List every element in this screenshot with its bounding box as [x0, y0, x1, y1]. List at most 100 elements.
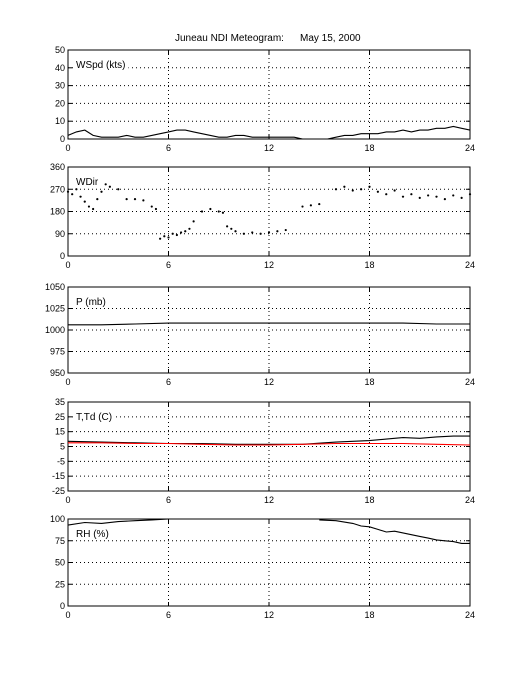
panel-2-ytick-label: 90 — [55, 229, 65, 239]
panel-3-xtick-label: 0 — [65, 377, 70, 387]
panel-2-point — [142, 199, 145, 202]
panel-2-ytick-label: 270 — [50, 184, 65, 194]
panel-4-xtick-label: 12 — [264, 495, 274, 505]
panel-2-point — [284, 228, 287, 232]
panel-5-ytick-label: 50 — [55, 558, 65, 568]
panel-2-point — [343, 185, 346, 188]
panel-2-point — [468, 193, 472, 196]
panel-2-xtick-label: 24 — [465, 260, 475, 270]
panel-2-point — [259, 232, 262, 235]
panel-2-point — [318, 202, 321, 206]
panel-5-xtick-label: 24 — [465, 610, 475, 620]
panel-2-point — [393, 189, 396, 192]
panel-2-xtick-label: 6 — [166, 260, 171, 270]
panel-2-point — [75, 188, 78, 191]
panel-5-ytick-label: 0 — [60, 601, 65, 611]
panel-1-xtick-label: 24 — [465, 143, 475, 153]
panel-3-ytick-label: 1025 — [45, 304, 65, 314]
panel-2-point — [360, 188, 363, 191]
panel-4-ytick-label: 15 — [55, 427, 65, 437]
panel-2-point — [334, 188, 338, 191]
panel-2-point — [368, 185, 371, 188]
panel-1-series-1-line — [67, 125, 471, 140]
panel-3-ytick-label: 1050 — [45, 282, 65, 292]
panel-2-point — [108, 185, 111, 188]
panel-2-point — [221, 211, 225, 214]
panel-1-ytick-label: 30 — [55, 81, 65, 91]
panel-4-label-bg — [74, 410, 116, 423]
panel-2-point — [267, 231, 271, 234]
panel-1-label: WSpd (kts) — [76, 60, 125, 71]
panel-2-point — [171, 232, 174, 235]
panel-2-point — [87, 205, 91, 208]
panel-2-point — [309, 204, 312, 207]
title-text: Juneau NDI Meteogram: — [175, 33, 284, 44]
panel-1-ytick-label: 10 — [55, 116, 65, 126]
panel-1-ytick-label: 50 — [55, 45, 65, 55]
panel-4-ytick-label: -5 — [57, 456, 65, 466]
panel-2-point — [226, 225, 229, 228]
panel-4-label: T,Td (C) — [76, 412, 112, 423]
panel-3-xtick-label: 6 — [166, 377, 171, 387]
panel-1-xtick-label: 6 — [166, 143, 171, 153]
panel-2-point — [188, 227, 191, 230]
panel-2-point — [401, 195, 405, 198]
panel-2-point — [96, 198, 99, 201]
panel-2-label-bg — [74, 175, 102, 188]
panel-2-point — [184, 230, 187, 233]
panel-2-point — [217, 210, 220, 213]
panel-2-point — [460, 196, 463, 200]
panel-5-xtick-label: 12 — [264, 610, 274, 620]
panel-4-series-2-line — [68, 442, 471, 446]
panel-2-point — [100, 190, 103, 193]
panel-5-label: RH (%) — [76, 529, 109, 540]
panel-2-point — [351, 189, 354, 192]
panel-1-xtick-label: 12 — [264, 143, 274, 153]
panel-1-ytick-label: 20 — [55, 98, 65, 108]
panel-2-xtick-label: 12 — [264, 260, 274, 270]
panel-2-point — [167, 236, 170, 239]
panel-4-ytick-label: 25 — [55, 412, 65, 422]
panel-2-ytick-label: 360 — [50, 162, 65, 172]
panel-2-point — [230, 227, 233, 230]
panel-2-point — [410, 193, 413, 196]
panel-5-ytick-label: 100 — [50, 514, 65, 524]
panel-2-xtick-label: 0 — [65, 260, 70, 270]
panel-2-point — [209, 207, 212, 211]
title-date: May 15, 2000 — [300, 33, 361, 44]
panel-2-point — [242, 232, 245, 235]
panel-2-point — [66, 190, 70, 193]
panel-4-ytick-label: -25 — [52, 486, 65, 496]
panel-1-label-bg — [74, 58, 129, 71]
panel-2-point — [163, 235, 166, 238]
panel-2-point — [117, 188, 120, 191]
panel-2-label: WDir — [76, 177, 99, 188]
panel-2-point — [150, 205, 153, 208]
panel-5-series-1-line — [67, 518, 470, 544]
panel-2-point — [276, 230, 279, 233]
panel-5-xtick-label: 6 — [166, 610, 171, 620]
panel-3-ytick-label: 950 — [50, 368, 65, 378]
panel-2-point — [385, 193, 388, 196]
panel-1-xtick-label: 0 — [65, 143, 70, 153]
panel-3-label-bg — [74, 295, 109, 308]
meteogram-title: Juneau NDI Meteogram: May 15, 2000 — [0, 33, 520, 47]
panel-2-point — [418, 196, 421, 200]
panel-3-ytick-label: 1000 — [45, 325, 65, 335]
panel-2-point — [125, 198, 128, 201]
panel-3-xtick-label: 18 — [364, 377, 374, 387]
panel-2-point — [133, 198, 137, 201]
panel-5-xtick-label: 0 — [65, 610, 70, 620]
panel-2-point — [234, 230, 237, 233]
panel-2-point — [104, 183, 107, 186]
panel-3-ytick-label: 975 — [50, 347, 65, 357]
panel-2-point — [435, 195, 438, 198]
panel-2-point — [200, 210, 204, 213]
panel-5-ytick-label: 25 — [55, 579, 65, 589]
panel-3-xtick-label: 12 — [264, 377, 274, 387]
panel-4-ytick-label: 35 — [55, 397, 65, 407]
panel-2-point — [71, 193, 74, 196]
panel-2-point — [301, 205, 304, 208]
panel-3-xtick-label: 24 — [465, 377, 475, 387]
